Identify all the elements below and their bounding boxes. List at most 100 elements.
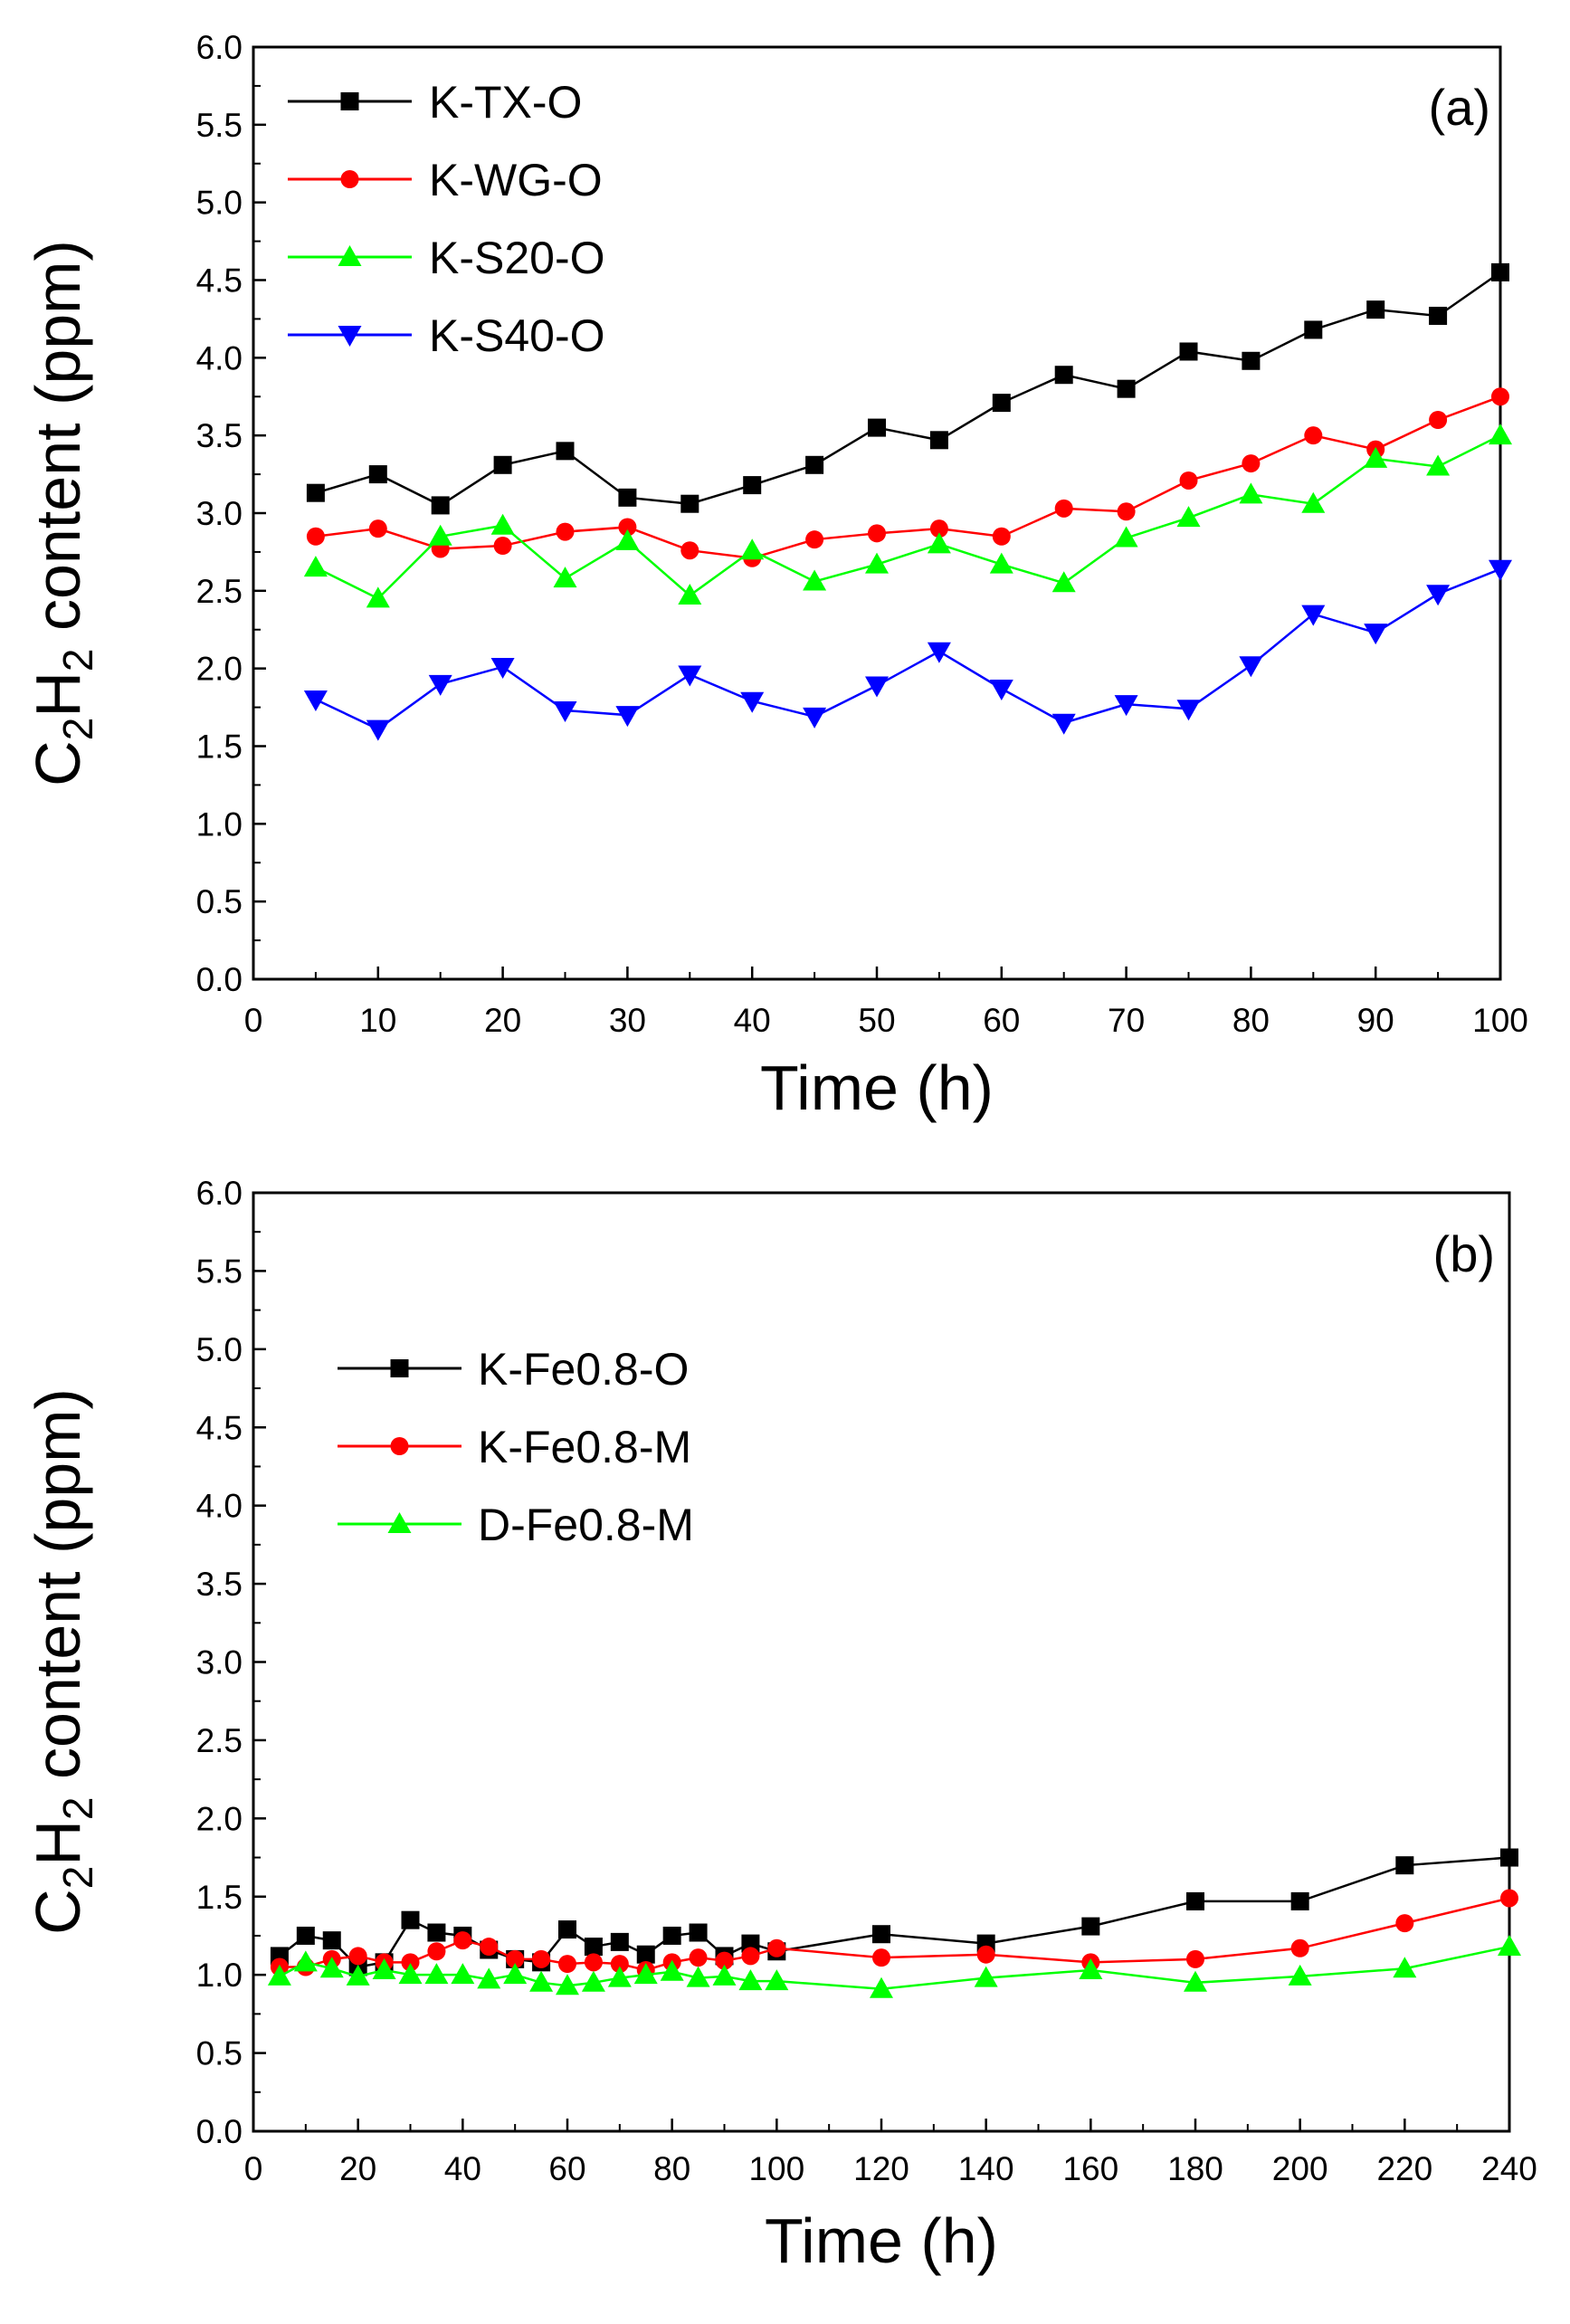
data-point <box>678 665 702 687</box>
y-axis-title-subscript: 2 <box>54 718 101 741</box>
data-point <box>767 1938 786 1957</box>
legend-marker <box>340 92 359 110</box>
data-point <box>1288 1964 1312 1986</box>
data-point <box>1081 1917 1100 1936</box>
x-tick-label: 20 <box>484 1002 521 1039</box>
data-point <box>1051 571 1076 593</box>
data-point <box>1114 695 1138 717</box>
data-point <box>1242 351 1261 370</box>
legend-label: D-Fe0.8-M <box>478 1500 694 1550</box>
series-line <box>315 395 1501 560</box>
x-axis-title: Time (h) <box>760 1052 994 1123</box>
legend-entry: D-Fe0.8-M <box>338 1500 694 1550</box>
data-point <box>1054 366 1073 385</box>
data-point <box>322 1931 341 1950</box>
legend-marker <box>390 1437 409 1455</box>
data-point <box>581 1970 605 1992</box>
data-point <box>368 519 387 538</box>
data-point <box>610 1932 629 1951</box>
data-point <box>741 1947 760 1966</box>
data-point <box>738 1969 763 1991</box>
y-tick-label: 4.5 <box>196 1409 243 1446</box>
data-point <box>1429 306 1448 325</box>
x-tick-label: 10 <box>359 1002 396 1039</box>
legend-label: K-Fe0.8-O <box>478 1344 689 1395</box>
y-tick-label: 2.0 <box>196 651 243 688</box>
data-point <box>1290 1891 1309 1910</box>
data-point <box>1301 605 1326 626</box>
y-axis-title-part: H <box>23 1820 93 1866</box>
data-point <box>427 1942 446 1961</box>
data-point <box>610 1955 629 1974</box>
data-point <box>1184 1970 1207 1992</box>
data-point <box>678 583 702 605</box>
data-point <box>1304 426 1323 445</box>
data-point <box>660 1959 684 1981</box>
data-point <box>989 552 1013 574</box>
legend-marker <box>340 170 359 188</box>
y-axis-title-part: content (ppm) <box>23 1388 93 1796</box>
y-tick-label: 0.0 <box>196 2113 243 2150</box>
data-point <box>1117 379 1136 398</box>
x-tick-label: 220 <box>1376 2150 1432 2187</box>
data-point <box>490 657 515 679</box>
y-axis-title: C2H2 content (ppm) <box>23 240 101 786</box>
legend-entry: K-Fe0.8-O <box>338 1344 689 1395</box>
series-line <box>315 434 1501 600</box>
data-point <box>1117 502 1136 521</box>
x-tick-label: 120 <box>853 2150 909 2187</box>
series-line <box>279 1856 1510 1968</box>
data-point <box>348 1947 367 1966</box>
y-axis-title-part: C <box>23 1889 93 1935</box>
data-point <box>477 1967 501 1989</box>
data-point <box>451 1963 475 1985</box>
x-tick-label: 140 <box>958 2150 1014 2187</box>
series-line <box>315 567 1501 731</box>
data-point <box>293 1950 318 1972</box>
legend-label: K-TX-O <box>429 77 582 128</box>
data-point <box>558 1955 576 1974</box>
data-point <box>680 494 699 513</box>
y-tick-label: 2.0 <box>196 1800 243 1837</box>
legend-label: K-S40-O <box>429 310 605 361</box>
x-tick-label: 40 <box>734 1002 771 1039</box>
data-point <box>1301 491 1326 513</box>
data-point <box>992 394 1011 413</box>
data-point <box>715 1951 734 1970</box>
data-point <box>740 691 765 713</box>
legend-entry: K-S20-O <box>288 233 605 283</box>
series-K-S40-O <box>303 559 1512 741</box>
data-point <box>1491 262 1509 281</box>
x-tick-label: 60 <box>548 2150 585 2187</box>
data-point <box>1186 1949 1204 1968</box>
data-point <box>680 541 699 560</box>
data-point <box>1366 300 1385 319</box>
data-point <box>1498 1935 1521 1957</box>
data-point <box>1179 342 1198 361</box>
data-point <box>740 538 765 560</box>
x-tick-label: 60 <box>983 1002 1020 1039</box>
data-point <box>1239 656 1263 678</box>
series-D-Fe0.8-M <box>267 1935 1521 1998</box>
data-point <box>1393 1957 1417 1978</box>
data-point <box>306 483 325 502</box>
data-point <box>1500 1848 1518 1867</box>
data-point <box>872 1948 890 1967</box>
y-tick-label: 3.0 <box>196 495 243 532</box>
data-point <box>689 1948 708 1967</box>
data-point <box>503 1963 528 1985</box>
data-point <box>493 537 512 556</box>
y-tick-label: 1.0 <box>196 1957 243 1994</box>
data-point <box>1426 585 1451 606</box>
data-point <box>1051 713 1076 735</box>
y-axis-title-part: content (ppm) <box>23 240 93 648</box>
data-point <box>992 527 1011 546</box>
x-tick-label: 180 <box>1167 2150 1223 2187</box>
data-point <box>741 1934 760 1953</box>
data-point <box>974 1966 998 1987</box>
series-line <box>315 271 1501 507</box>
x-tick-label: 100 <box>748 2150 804 2187</box>
y-tick-label: 0.5 <box>196 2035 243 2072</box>
data-point <box>927 532 951 554</box>
